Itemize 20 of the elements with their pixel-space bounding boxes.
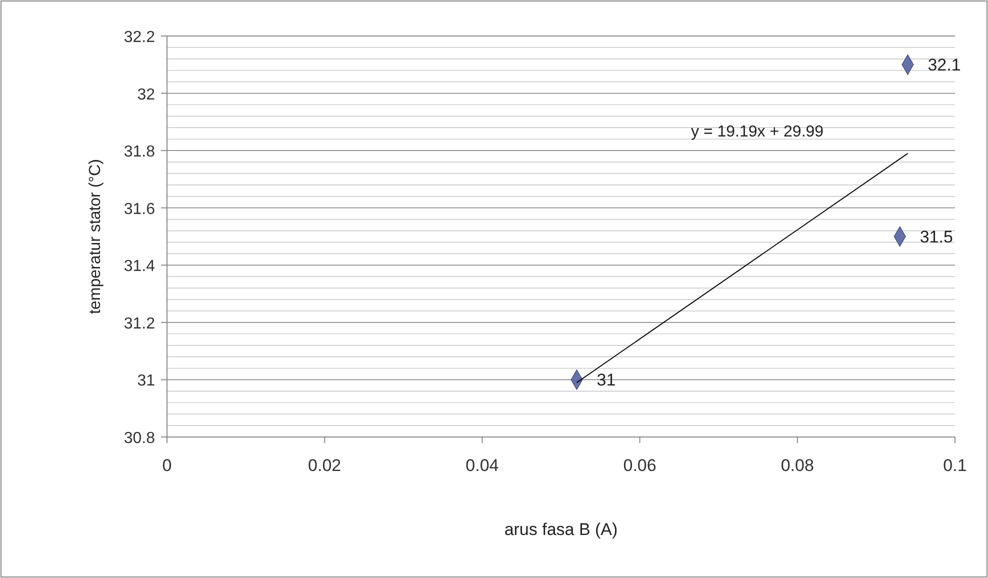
y-tick-label: 32 (137, 86, 156, 104)
x-tick-label: 0.04 (466, 456, 499, 475)
x-tick-label: 0.06 (623, 456, 656, 475)
y-tick-label: 32.2 (124, 29, 156, 46)
y-tick-label: 31.4 (124, 258, 156, 276)
x-tick-label: 0.1 (943, 456, 967, 475)
y-tick-label: 31 (137, 372, 156, 390)
data-label: 32.1 (928, 56, 961, 75)
y-tick-label: 31.2 (124, 315, 156, 332)
y-axis-title: temperatur stator (°C) (87, 159, 104, 314)
y-tick-label: 31.6 (124, 200, 156, 218)
x-axis-title: arus fasa B (A) (504, 520, 618, 539)
data-label: 31 (596, 370, 616, 390)
x-tick-label: 0 (162, 456, 172, 475)
y-tick-label: 30.8 (124, 430, 156, 447)
annotation: y = 19.19x + 29.99 (691, 124, 824, 141)
data-label: 31.5 (920, 228, 953, 246)
x-tick-label: 0.02 (308, 456, 342, 475)
x-tick-label: 0.08 (780, 456, 814, 475)
y-tick-label: 31.8 (124, 144, 156, 161)
